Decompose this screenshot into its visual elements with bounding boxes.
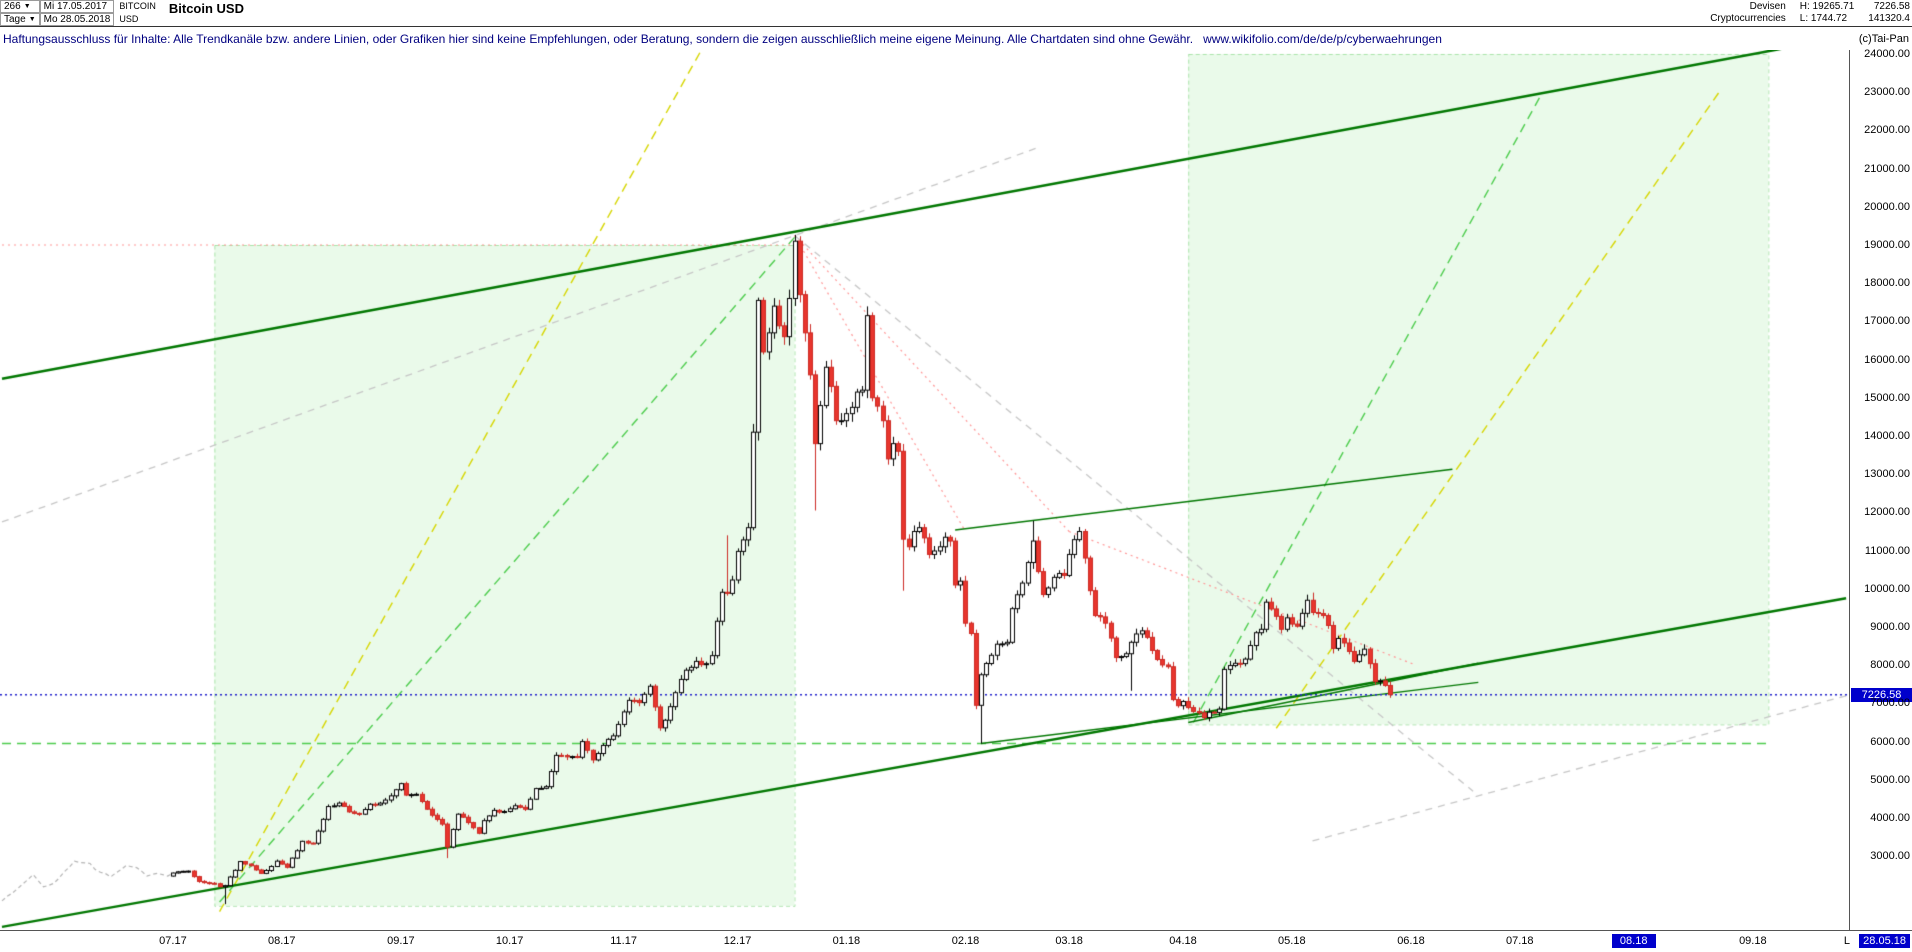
- x-axis-label: 12.17: [723, 935, 752, 947]
- end-date-field[interactable]: Mo 28.05.2018: [39, 13, 115, 26]
- x-axis-label: 07.17: [159, 935, 187, 947]
- x-axis-label: 08.17: [267, 935, 296, 947]
- y-axis-label: 6000.00: [1870, 735, 1910, 748]
- x-axis-label-highlighted: 08.18: [1611, 934, 1656, 948]
- last-price-value: 7226.58: [1873, 1, 1910, 12]
- price-axis[interactable]: 7226.58 24000.00 23000.00 22000.00 21000.00…: [1849, 48, 1912, 930]
- x-axis-label: 06.18: [1397, 935, 1425, 947]
- x-axis-label: 09.18: [1739, 935, 1767, 947]
- y-axis-label: 14000.00: [1864, 430, 1910, 442]
- y-axis-label: 3000.00: [1870, 850, 1910, 863]
- period-value: Tage: [4, 14, 26, 25]
- chevron-down-icon: ▼: [23, 3, 31, 10]
- x-axis-label: 04.18: [1169, 935, 1197, 947]
- x-axis-label: 10.17: [495, 935, 524, 947]
- y-axis-label: 4000.00: [1870, 812, 1910, 824]
- bars-count-value: 266: [4, 1, 21, 12]
- disclaimer-text: Haftungsausschluss für Inhalte: Alle Tre…: [3, 31, 1194, 46]
- last-bar-marker: L: [1843, 935, 1850, 947]
- volume-value: 141320.4: [1868, 13, 1910, 24]
- category-label: Devisen: [1749, 1, 1786, 12]
- y-axis-label: 8000.00: [1870, 659, 1910, 672]
- y-axis-label: 22000.00: [1864, 124, 1910, 137]
- bars-count-dropdown[interactable]: 266 ▼: [0, 0, 40, 13]
- currency-label: USD: [119, 14, 139, 24]
- range-low-label: L: 1744.72: [1799, 13, 1848, 24]
- y-axis-label: 16000.00: [1864, 353, 1910, 366]
- y-axis-label: 9000.00: [1870, 621, 1910, 633]
- x-axis-label: 11.17: [610, 935, 637, 947]
- toolbar-left: 266 ▼ Tage ▼ Mi 17.05.2017 Mo 28.05.2018…: [0, 0, 252, 26]
- x-axis-label: 01.18: [832, 935, 861, 947]
- disclaimer-link[interactable]: www.wikifolio.com/de/de/p/cyberwaehrunge…: [1203, 31, 1442, 46]
- start-date-value: Mi 17.05.2017: [43, 1, 108, 12]
- y-axis-label: 19000.00: [1864, 239, 1910, 251]
- y-axis-label: 13000.00: [1864, 468, 1910, 481]
- y-axis-label: 15000.00: [1864, 391, 1910, 404]
- x-axis-label: 09.17: [387, 935, 415, 947]
- x-axis-label: 03.18: [1055, 935, 1083, 947]
- y-axis-label: 12000.00: [1864, 506, 1910, 519]
- time-axis[interactable]: L 28.05.18 07.17 08.17 09.17 10.17 11.17 12.1…: [0, 930, 1912, 952]
- y-axis-label: 5000.00: [1870, 773, 1910, 786]
- toolbar: 266 ▼ Tage ▼ Mi 17.05.2017 Mo 28.05.2018…: [0, 0, 1912, 27]
- toolbar-right: Devisen Cryptocurrencies H: 19265.71 L: …: [1710, 0, 1912, 26]
- price-chart-canvas[interactable]: [0, 50, 1849, 930]
- x-axis-label: 07.18: [1505, 935, 1534, 947]
- start-date-field[interactable]: Mi 17.05.2017: [39, 0, 115, 13]
- symbol-label: BITCOIN: [119, 1, 156, 11]
- x-axis-label: 02.18: [951, 935, 980, 947]
- y-axis-label: 17000.00: [1864, 315, 1910, 328]
- copyright-label: (c)Tai-Pan: [1858, 32, 1909, 45]
- end-date-value: Mo 28.05.2018: [43, 14, 111, 25]
- subcategory-label: Cryptocurrencies: [1710, 13, 1786, 24]
- y-axis-label: 18000.00: [1864, 277, 1910, 290]
- x-axis-label: 05.18: [1278, 935, 1306, 947]
- last-date-tag: 28.05.18: [1859, 934, 1910, 948]
- period-dropdown[interactable]: Tage ▼: [0, 13, 40, 26]
- y-axis-label: 7000.00: [1870, 697, 1910, 710]
- y-axis-label: 24000.00: [1864, 48, 1910, 60]
- disclaimer-row: Haftungsausschluss für Inhalte: Alle Tre…: [0, 28, 1912, 49]
- y-axis-label: 20000.00: [1864, 200, 1910, 213]
- chart-title: Bitcoin USD: [168, 1, 244, 16]
- y-axis-label: 21000.00: [1864, 162, 1910, 175]
- range-high-label: H: 19265.71: [1799, 1, 1855, 12]
- y-axis-label: 11000.00: [1864, 544, 1910, 557]
- chevron-down-icon: ▼: [28, 16, 36, 23]
- last-price-tag: 7226.58: [1851, 687, 1912, 702]
- y-axis-label: 23000.00: [1864, 86, 1910, 99]
- y-axis-label: 10000.00: [1864, 582, 1910, 595]
